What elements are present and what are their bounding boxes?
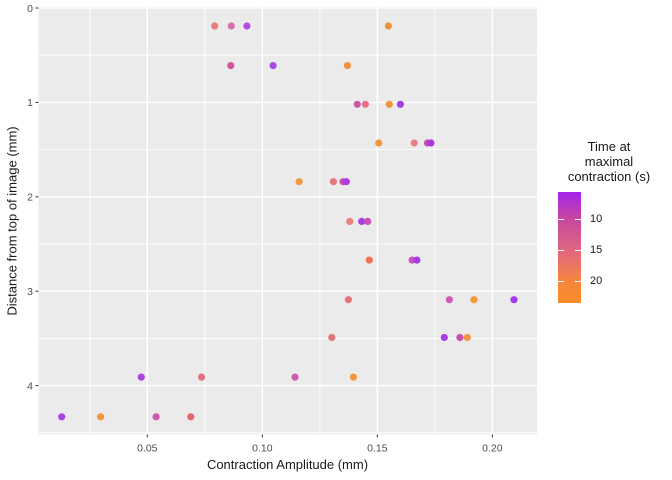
y-axis-tick-label: 2 xyxy=(27,192,33,204)
y-axis-tick-label: 4 xyxy=(27,380,33,392)
data-point xyxy=(152,413,160,421)
x-axis-tick-label: 0.15 xyxy=(367,443,388,455)
data-point xyxy=(349,373,357,381)
data-point xyxy=(295,178,303,186)
data-point xyxy=(97,413,105,421)
data-point xyxy=(445,296,453,304)
legend-tick-mark xyxy=(558,249,564,252)
data-point xyxy=(343,62,351,70)
data-point xyxy=(211,22,219,30)
x-axis-title: Contraction Amplitude (mm) xyxy=(206,457,369,472)
y-axis-tick-label: 0 xyxy=(27,3,33,15)
legend-tick-label: 20 xyxy=(590,275,603,288)
data-point xyxy=(413,256,421,264)
data-point xyxy=(227,22,235,30)
legend-tick-label: 15 xyxy=(590,244,603,257)
data-point xyxy=(410,139,418,147)
data-point xyxy=(346,217,354,225)
data-point xyxy=(384,22,392,30)
data-point xyxy=(427,139,435,147)
data-point xyxy=(227,62,235,70)
data-point xyxy=(364,217,372,225)
legend-title-line: maximal xyxy=(584,154,634,169)
y-axis-tick-label: 1 xyxy=(27,97,33,109)
data-point xyxy=(328,333,336,342)
legend-tick-mark xyxy=(558,281,564,283)
data-point xyxy=(58,413,66,421)
data-point xyxy=(456,333,464,342)
data-point xyxy=(353,100,361,108)
legend-tick-mark xyxy=(575,281,581,283)
data-point xyxy=(329,178,337,186)
legend-title: Time at maximal contraction (s) xyxy=(550,139,668,184)
plot-panel xyxy=(38,7,537,435)
x-axis-tick-label: 0.20 xyxy=(482,443,503,455)
legend-gradient-bar xyxy=(558,192,581,303)
data-point xyxy=(385,100,393,108)
data-point xyxy=(269,62,277,70)
data-point xyxy=(137,373,145,381)
data-point xyxy=(358,217,366,225)
data-point xyxy=(463,333,471,342)
data-point xyxy=(440,333,448,342)
data-point xyxy=(375,139,383,147)
x-axis-tick-label: 0.10 xyxy=(252,443,273,455)
data-point xyxy=(342,178,350,186)
data-point xyxy=(361,100,369,108)
data-point xyxy=(365,256,373,264)
legend-title-line: Time at xyxy=(587,139,631,154)
data-point xyxy=(198,373,206,381)
legend-tick-mark xyxy=(575,249,581,252)
x-axis-tick-label: 0.05 xyxy=(137,443,158,455)
y-axis-title: Distance from top of image (mm) xyxy=(4,126,20,316)
legend-tick-mark xyxy=(558,218,564,221)
data-point xyxy=(344,296,352,304)
data-point xyxy=(291,373,299,381)
legend-title-line: contraction (s) xyxy=(567,169,651,184)
data-point xyxy=(396,100,404,108)
legend-tick-label: 10 xyxy=(590,212,603,225)
data-point xyxy=(510,296,518,304)
legend-tick-mark xyxy=(575,218,581,221)
data-point xyxy=(470,296,478,304)
data-point xyxy=(187,413,195,421)
data-point xyxy=(243,22,251,30)
y-axis-tick-label: 3 xyxy=(27,286,33,298)
